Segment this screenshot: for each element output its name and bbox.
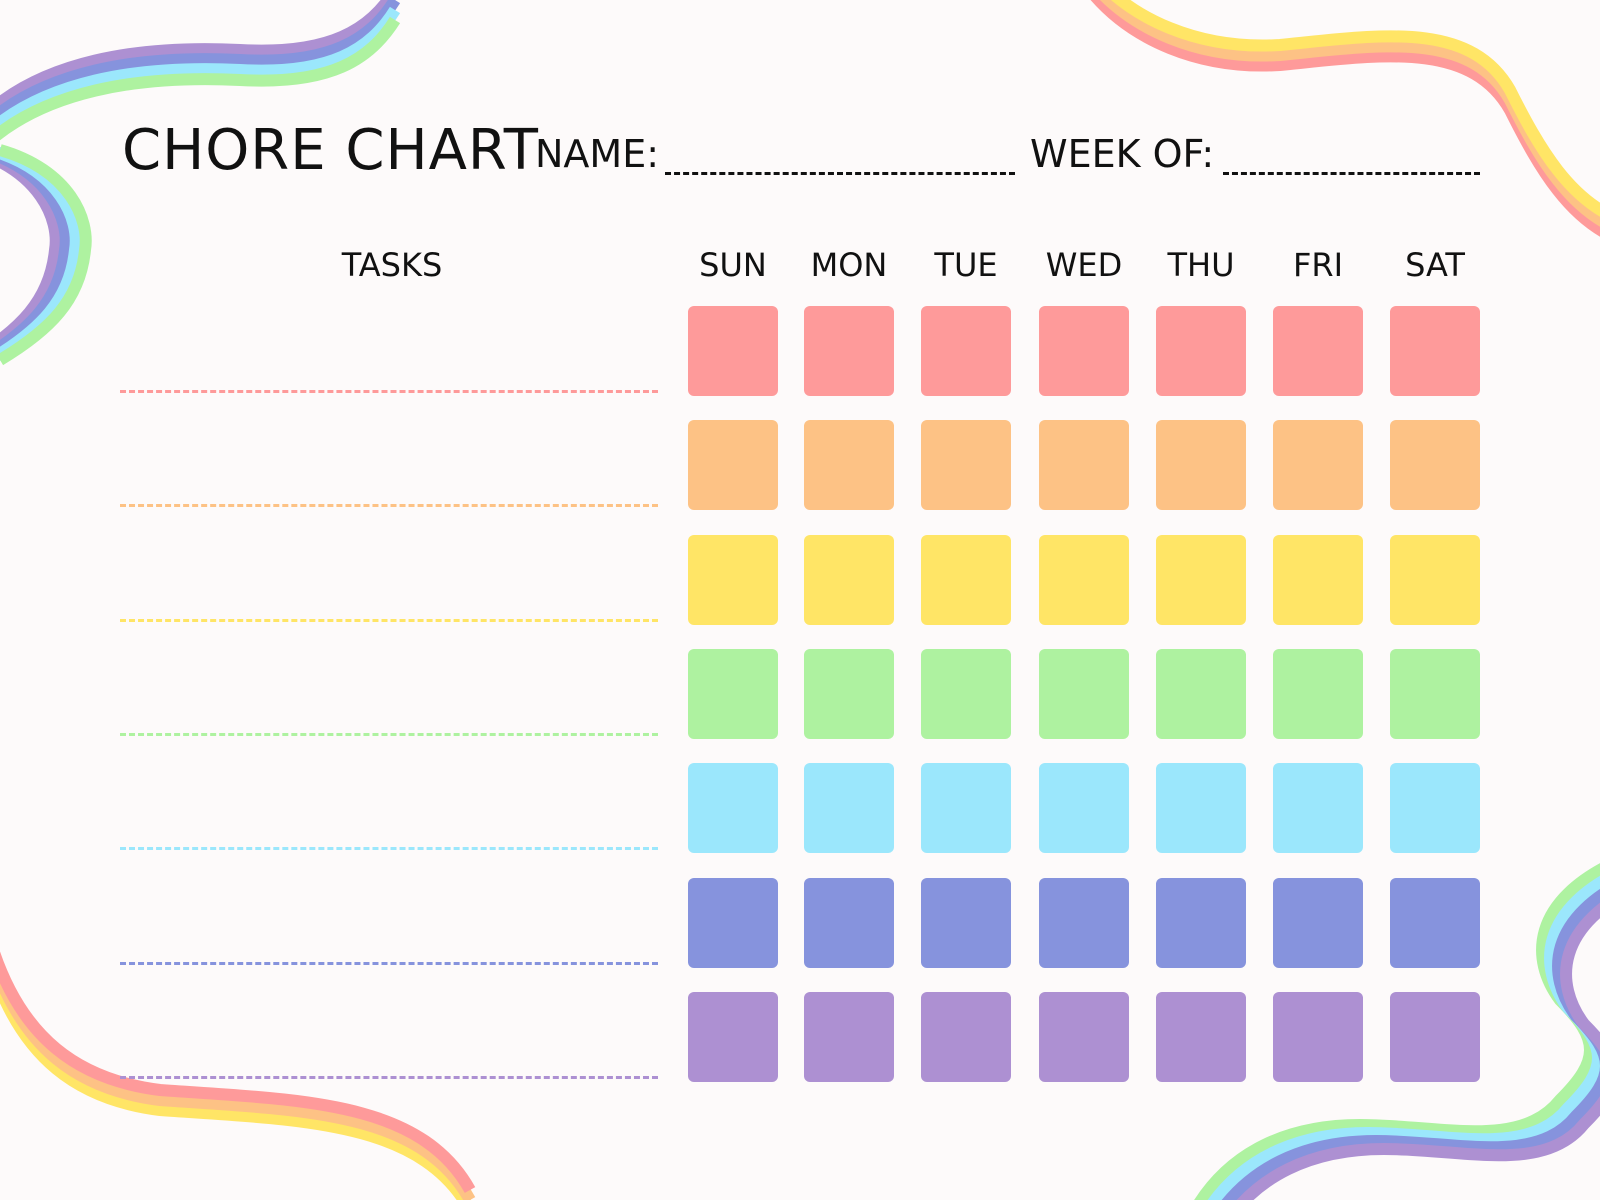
rainbow-stripe [0, 144, 92, 366]
rainbow-stripe [0, 16, 401, 141]
checkbox-sun[interactable] [688, 535, 778, 625]
checkbox-thu[interactable] [1156, 420, 1246, 510]
checkbox-tue[interactable] [921, 992, 1011, 1082]
checkbox-mon[interactable] [804, 878, 894, 968]
rainbow-stripe [1221, 888, 1600, 1200]
checkbox-wed[interactable] [1039, 878, 1129, 968]
checkbox-tue[interactable] [921, 649, 1011, 739]
task-line[interactable] [120, 847, 658, 850]
rainbow-stripe [0, 150, 72, 355]
day-header-thu: THU [1167, 246, 1235, 284]
checkbox-sat[interactable] [1390, 306, 1480, 396]
day-header-mon: MON [810, 246, 888, 284]
checkbox-tue[interactable] [921, 420, 1011, 510]
checkbox-fri[interactable] [1273, 420, 1363, 510]
checkbox-wed[interactable] [1039, 306, 1129, 396]
checkbox-wed[interactable] [1039, 649, 1129, 739]
checkbox-sun[interactable] [688, 420, 778, 510]
checkbox-sun[interactable] [688, 306, 778, 396]
checkbox-fri[interactable] [1273, 763, 1363, 853]
task-line[interactable] [120, 962, 658, 965]
checkbox-sun[interactable] [688, 878, 778, 968]
checkbox-sat[interactable] [1390, 878, 1480, 968]
checkbox-wed[interactable] [1039, 420, 1129, 510]
checkbox-wed[interactable] [1039, 992, 1129, 1082]
checkbox-thu[interactable] [1156, 535, 1246, 625]
checkbox-tue[interactable] [921, 763, 1011, 853]
checkbox-mon[interactable] [804, 306, 894, 396]
checkbox-sat[interactable] [1390, 420, 1480, 510]
task-line[interactable] [120, 390, 658, 393]
day-header-wed: WED [1045, 246, 1123, 284]
day-header-sat: SAT [1405, 246, 1465, 284]
rainbow-stripe [0, 961, 476, 1200]
checkbox-fri[interactable] [1273, 992, 1363, 1082]
checkbox-wed[interactable] [1039, 763, 1129, 853]
rainbow-stripe [1194, 863, 1600, 1200]
checkbox-mon[interactable] [804, 420, 894, 510]
checkbox-sat[interactable] [1390, 535, 1480, 625]
rainbow-stripe [1111, 0, 1600, 217]
checkbox-thu[interactable] [1156, 878, 1246, 968]
checkbox-sun[interactable] [688, 763, 778, 853]
task-line[interactable] [120, 733, 658, 736]
checkbox-thu[interactable] [1156, 763, 1246, 853]
checkbox-mon[interactable] [804, 763, 894, 853]
rainbow-stripe [1207, 875, 1600, 1200]
rainbow-stripe [0, 155, 62, 348]
checkbox-mon[interactable] [804, 649, 894, 739]
day-header-tue: TUE [934, 246, 998, 284]
rainbow-stripe [0, 6, 401, 131]
rainbow-stripe [0, 0, 401, 121]
checkbox-tue[interactable] [921, 878, 1011, 968]
checkbox-mon[interactable] [804, 992, 894, 1082]
checkbox-sun[interactable] [688, 649, 778, 739]
checkbox-sat[interactable] [1390, 763, 1480, 853]
checkbox-sun[interactable] [688, 992, 778, 1082]
checkbox-tue[interactable] [921, 535, 1011, 625]
checkbox-tue[interactable] [921, 306, 1011, 396]
checkbox-thu[interactable] [1156, 649, 1246, 739]
name-label: NAME: [535, 132, 660, 176]
task-line[interactable] [120, 504, 658, 507]
rainbow-stripe [1236, 902, 1600, 1200]
page-title: CHORE CHART [122, 118, 539, 183]
week-of-blank[interactable] [1223, 172, 1480, 175]
checkbox-fri[interactable] [1273, 649, 1363, 739]
day-header-fri: FRI [1292, 246, 1344, 284]
checkbox-wed[interactable] [1039, 535, 1129, 625]
checkbox-thu[interactable] [1156, 306, 1246, 396]
checkbox-fri[interactable] [1273, 535, 1363, 625]
task-line[interactable] [120, 619, 658, 622]
rainbow-stripe [0, 971, 471, 1200]
checkbox-sat[interactable] [1390, 649, 1480, 739]
checkbox-fri[interactable] [1273, 306, 1363, 396]
rainbow-stripe [0, 951, 476, 1193]
checkbox-mon[interactable] [804, 535, 894, 625]
rainbow-stripe [0, 147, 82, 361]
task-line[interactable] [120, 1076, 658, 1079]
week-of-label: WEEK OF: [1030, 132, 1215, 176]
tasks-header: TASKS [341, 246, 443, 284]
checkbox-thu[interactable] [1156, 992, 1246, 1082]
checkbox-fri[interactable] [1273, 878, 1363, 968]
name-blank[interactable] [665, 172, 1015, 175]
checkbox-sat[interactable] [1390, 992, 1480, 1082]
rainbow-stripe [0, 0, 396, 111]
day-header-sun: SUN [699, 246, 767, 284]
